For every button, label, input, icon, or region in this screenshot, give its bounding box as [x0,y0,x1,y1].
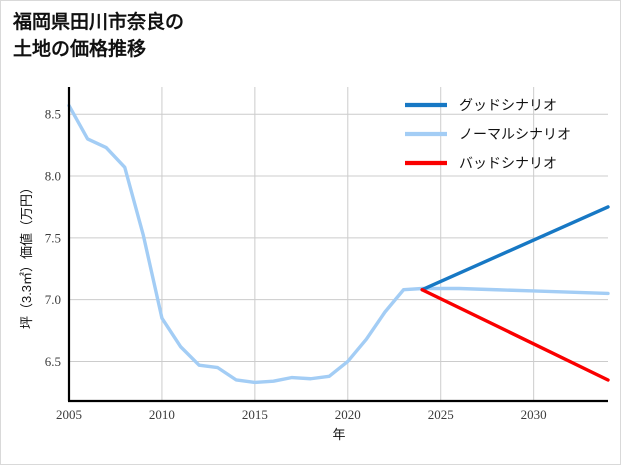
y-tick-label: 8.5 [45,107,61,122]
y-tick-label: 7.0 [45,292,61,307]
x-tick-label: 2015 [242,407,268,422]
axes [67,87,608,403]
x-axis-title: 年 [332,427,345,442]
x-tick-label: 2030 [521,407,547,422]
legend-label-good: グッドシナリオ [459,98,557,114]
series-group [67,103,610,385]
y-tick-label: 8.0 [45,169,61,184]
x-tick-labels: 2005 2010 2015 2020 2025 2030 [56,407,547,422]
legend-label-bad: バッドシナリオ [459,157,557,172]
page-title: 福岡県田川市奈良の 土地の価格推移 [13,12,185,60]
y-gridlines [69,113,608,362]
y-tick-labels: 6.5 7.0 7.5 8.0 8.5 [45,107,61,369]
series-line-bad [420,288,610,382]
x-tick-label: 2020 [335,407,361,422]
y-axis-title: 坪（3.3㎡）価値（万円） [19,181,34,329]
y-tick-label: 6.5 [45,354,61,369]
y-tick-label: 7.5 [45,230,61,245]
legend-label-normal: ノーマルシナリオ [459,128,571,143]
x-tick-label: 2025 [428,407,454,422]
x-tick-label: 2005 [56,407,82,422]
series-line-good [420,205,610,292]
series-line-normal [67,103,610,385]
x-gridlines [161,87,535,401]
x-tick-label: 2010 [149,407,175,422]
